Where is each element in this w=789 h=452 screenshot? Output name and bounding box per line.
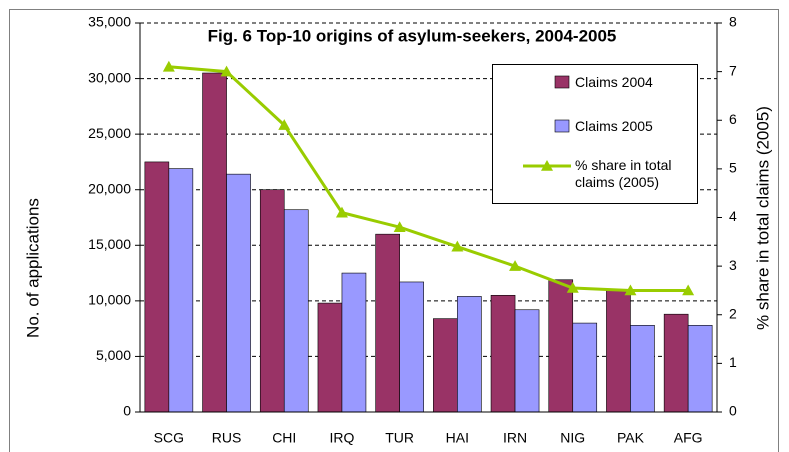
legend-item: Claims 2005 [501,117,695,135]
x-tick-label: NIG [560,430,585,446]
y-tick-label: 20,000 [88,180,131,196]
legend-swatch [554,119,570,133]
x-tick-label: RUS [212,430,242,446]
bar [687,325,713,413]
bar [490,294,516,413]
marker [682,284,695,296]
legend-item: % share in total claims (2005) [501,157,695,191]
bar [226,173,251,413]
legend-swatch-box [554,119,570,133]
y2-tick-label: 0 [729,403,737,419]
bar [572,322,598,413]
marker [162,60,175,72]
legend-label: % share in total claims (2005) [575,157,672,190]
bar [283,209,309,413]
legend-swatch-marker [541,160,553,171]
marker [393,221,406,233]
y2-tick-label: 3 [729,257,737,273]
legend-swatch-box [554,75,570,89]
y2-tick-label: 1 [729,354,737,370]
y2-tick-label: 6 [729,111,737,127]
y2-tick-label: 8 [729,14,737,30]
y-tick-label: 35,000 [88,14,131,30]
y-tick-label: 15,000 [88,236,131,252]
y-tick-label: 25,000 [88,125,131,141]
bar [341,272,367,413]
x-tick-label: PAK [617,430,645,446]
legend-swatch [523,160,571,171]
x-tick-label: HAI [446,430,469,446]
y-tick-label: 5,000 [96,347,131,363]
y-tick-label: 0 [123,403,131,419]
bar [548,279,574,413]
x-tick-label: CHI [272,430,296,446]
x-tick-label: AFG [674,430,703,446]
x-tick-label: SCG [154,430,184,446]
marker [566,282,579,293]
y2-tick-label: 4 [729,208,737,224]
x-tick-label: IRN [503,430,527,446]
y-axis-title: No. of applications [23,198,42,338]
y-tick-label: 10,000 [88,292,131,308]
marker [624,284,637,296]
marker [335,206,348,218]
bar [399,281,424,413]
legend-swatch [554,75,570,89]
bar [375,233,400,413]
chart-title: Fig. 6 Top-10 origins of asylum-seekers,… [208,26,617,45]
bar [144,161,170,413]
legend: Claims 2004 Claims 2005 % share in total c… [492,64,698,204]
legend-item: Claims 2004 [501,73,695,91]
y2-axis-title: % share in total claims (2005) [753,106,772,330]
line [168,65,689,292]
bar [630,325,655,413]
marker [509,260,522,271]
bar [457,296,482,413]
bar [202,72,227,413]
legend-label: Claims 2004 [575,73,653,90]
bar [168,168,194,413]
legend-label: Claims 2005 [575,117,653,134]
bar [259,189,285,413]
x-tick-label: TUR [385,430,414,446]
bar [514,309,540,413]
bar [317,302,343,413]
marker [451,240,464,252]
y2-tick-label: 5 [729,160,737,176]
y2-tick-label: 2 [729,305,737,321]
bar [663,313,689,413]
marker [220,65,233,77]
bar [606,289,631,413]
y2-tick-label: 7 [729,62,737,78]
bar [433,318,458,413]
marker [278,119,291,130]
x-tick-label: IRQ [330,430,355,446]
y-tick-label: 30,000 [88,69,131,85]
